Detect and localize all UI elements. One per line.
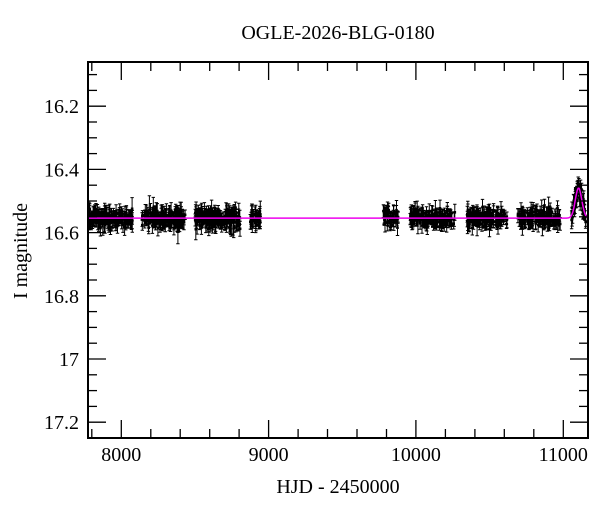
y-tick-label: 16.8 [44, 286, 79, 308]
plot-frame [87, 61, 589, 439]
data-points [88, 176, 588, 245]
x-tick-label: 11000 [539, 444, 588, 466]
y-axis-tick-labels: 16.2 16.4 16.6 16.8 17 17.2 [44, 96, 79, 434]
model-curve [88, 187, 588, 219]
y-axis-label: I magnitude [10, 203, 32, 299]
x-tick-label: 8000 [101, 444, 141, 466]
x-tick-label: 9000 [249, 444, 289, 466]
y-tick-label: 16.6 [44, 223, 79, 245]
axis-ticks [88, 62, 588, 439]
y-tick-label: 16.4 [44, 159, 79, 181]
y-tick-label: 17 [59, 349, 79, 371]
y-tick-label: 17.2 [44, 412, 79, 434]
y-tick-label: 16.2 [44, 96, 79, 118]
chart-title: OGLE-2026-BLG-0180 [241, 22, 434, 44]
x-tick-label: 10000 [391, 444, 441, 466]
microlensing-model-line [88, 187, 588, 219]
photometry-points [88, 183, 588, 232]
x-axis-label: HJD - 2450000 [276, 476, 399, 498]
x-axis-tick-labels: 8000 9000 10000 11000 [101, 444, 588, 466]
